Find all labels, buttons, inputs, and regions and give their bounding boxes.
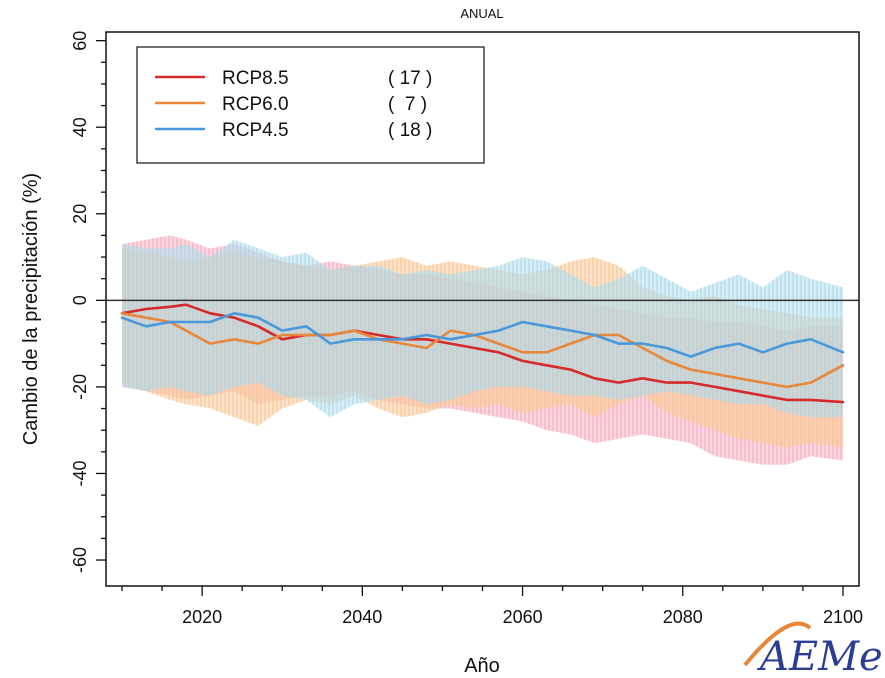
x-tick-label: 2020 xyxy=(182,607,222,627)
legend-label: RCP6.0 xyxy=(222,94,289,115)
legend-box xyxy=(136,46,485,164)
series-lines xyxy=(120,303,845,404)
y-tick-label: -40 xyxy=(70,460,90,486)
logo-text: AEMet xyxy=(756,634,885,678)
legend-count: ( 7 ) xyxy=(388,94,427,115)
legend: RCP8.5 ( 17 ) RCP6.0 ( 7 ) RCP4.5 ( 18 ) xyxy=(136,46,485,164)
y-axis-label: Cambio de la precipitación (%) xyxy=(20,173,42,445)
x-tick-label: 2080 xyxy=(663,607,703,627)
x-tick-label: 2100 xyxy=(823,607,863,627)
legend-count: ( 17 ) xyxy=(388,68,432,89)
chart-title: ANUAL xyxy=(460,6,503,21)
legend-label: RCP8.5 xyxy=(222,68,289,89)
band-rcp45 xyxy=(122,239,843,418)
y-tick-label: 20 xyxy=(70,204,90,224)
x-tick-label: 2060 xyxy=(503,607,543,627)
line-rcp45 xyxy=(120,311,845,358)
y-tick-label: -60 xyxy=(70,547,90,573)
aemet-logo: AEMet xyxy=(743,621,885,678)
legend-label: RCP4.5 xyxy=(222,120,289,141)
x-axis-label: Año xyxy=(464,655,500,677)
y-tick-label: 0 xyxy=(70,295,90,305)
line-rcp85 xyxy=(120,303,845,404)
logo-swoosh xyxy=(743,621,812,667)
x-axis: 2020 2040 2060 2080 2100 xyxy=(121,586,863,627)
legend-count: ( 18 ) xyxy=(388,120,432,141)
y-tick-label: 60 xyxy=(70,31,90,51)
y-tick-label: 40 xyxy=(70,117,90,137)
y-tick-label: -20 xyxy=(70,374,90,400)
x-tick-label: 2040 xyxy=(342,607,382,627)
uncertainty-bands xyxy=(122,235,843,465)
y-axis: -60 -40 -20 0 20 40 60 xyxy=(70,31,106,573)
